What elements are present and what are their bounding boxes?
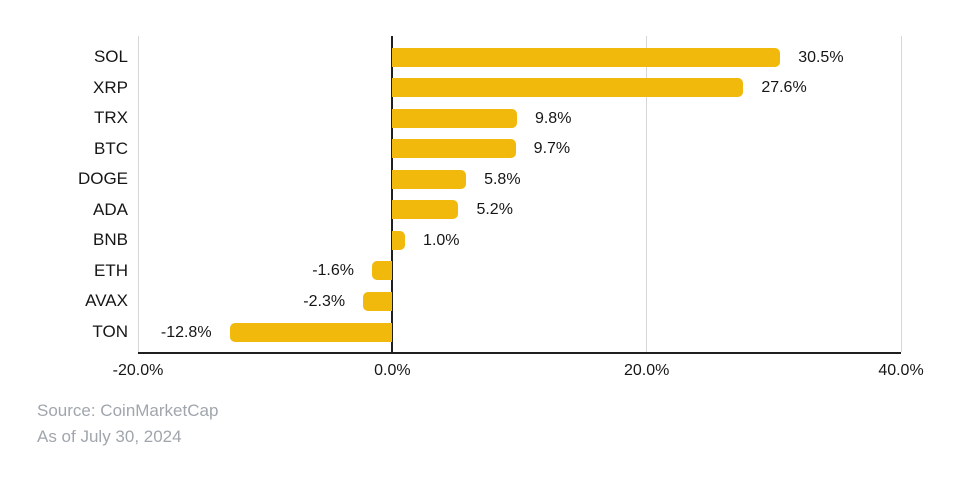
bar-ton [229, 322, 393, 342]
category-label-ada: ADA [93, 199, 128, 219]
value-label-xrp: 27.6% [761, 79, 807, 97]
asof-line: As of July 30, 2024 [37, 427, 182, 446]
value-label-eth: -1.6% [312, 262, 354, 280]
value-label-trx: 9.8% [534, 109, 572, 127]
x-tick-label: 20.0% [623, 362, 670, 379]
value-label-ton: -12.8% [160, 323, 212, 341]
value-label-doge: 5.8% [484, 170, 521, 188]
x-tick-label: 40.0% [878, 362, 924, 379]
category-label-trx: TRX [94, 108, 128, 128]
source-note: Source: CoinMarketCap As of July 30, 202… [37, 398, 218, 450]
bar-trx [392, 108, 517, 128]
category-label-bnb: BNB [93, 230, 128, 250]
value-label-avax: -2.3% [303, 292, 346, 310]
value-label-btc: 9.7% [533, 140, 571, 158]
bar-eth [371, 261, 393, 281]
bar-xrp [392, 78, 744, 98]
x-tick-label: -20.0% [112, 362, 164, 379]
x-axis-line [138, 352, 901, 354]
category-label-ton: TON [92, 322, 128, 341]
x-gridline [137, 36, 139, 352]
bar-sol [392, 47, 781, 67]
category-label-avax: AVAX [85, 291, 128, 311]
x-gridline [900, 36, 902, 352]
bar-btc [392, 139, 516, 159]
category-label-btc: BTC [94, 138, 128, 158]
x-gridline [646, 36, 648, 352]
category-label-doge: DOGE [77, 169, 128, 189]
zero-axis-line [391, 36, 394, 352]
bar-bnb [392, 230, 406, 250]
bar-doge [392, 169, 467, 189]
source-line: Source: CoinMarketCap [37, 401, 219, 420]
category-label-eth: ETH [94, 260, 128, 280]
bar-ada [392, 200, 459, 220]
value-label-sol: 30.5% [798, 48, 844, 66]
category-label-xrp: XRP [93, 77, 128, 97]
value-label-ada: 5.2% [476, 201, 513, 219]
x-tick-label: 0.0% [374, 362, 411, 379]
category-label-sol: SOL [93, 47, 128, 66]
bar-avax [363, 291, 393, 311]
value-label-bnb: 1.0% [423, 231, 460, 249]
